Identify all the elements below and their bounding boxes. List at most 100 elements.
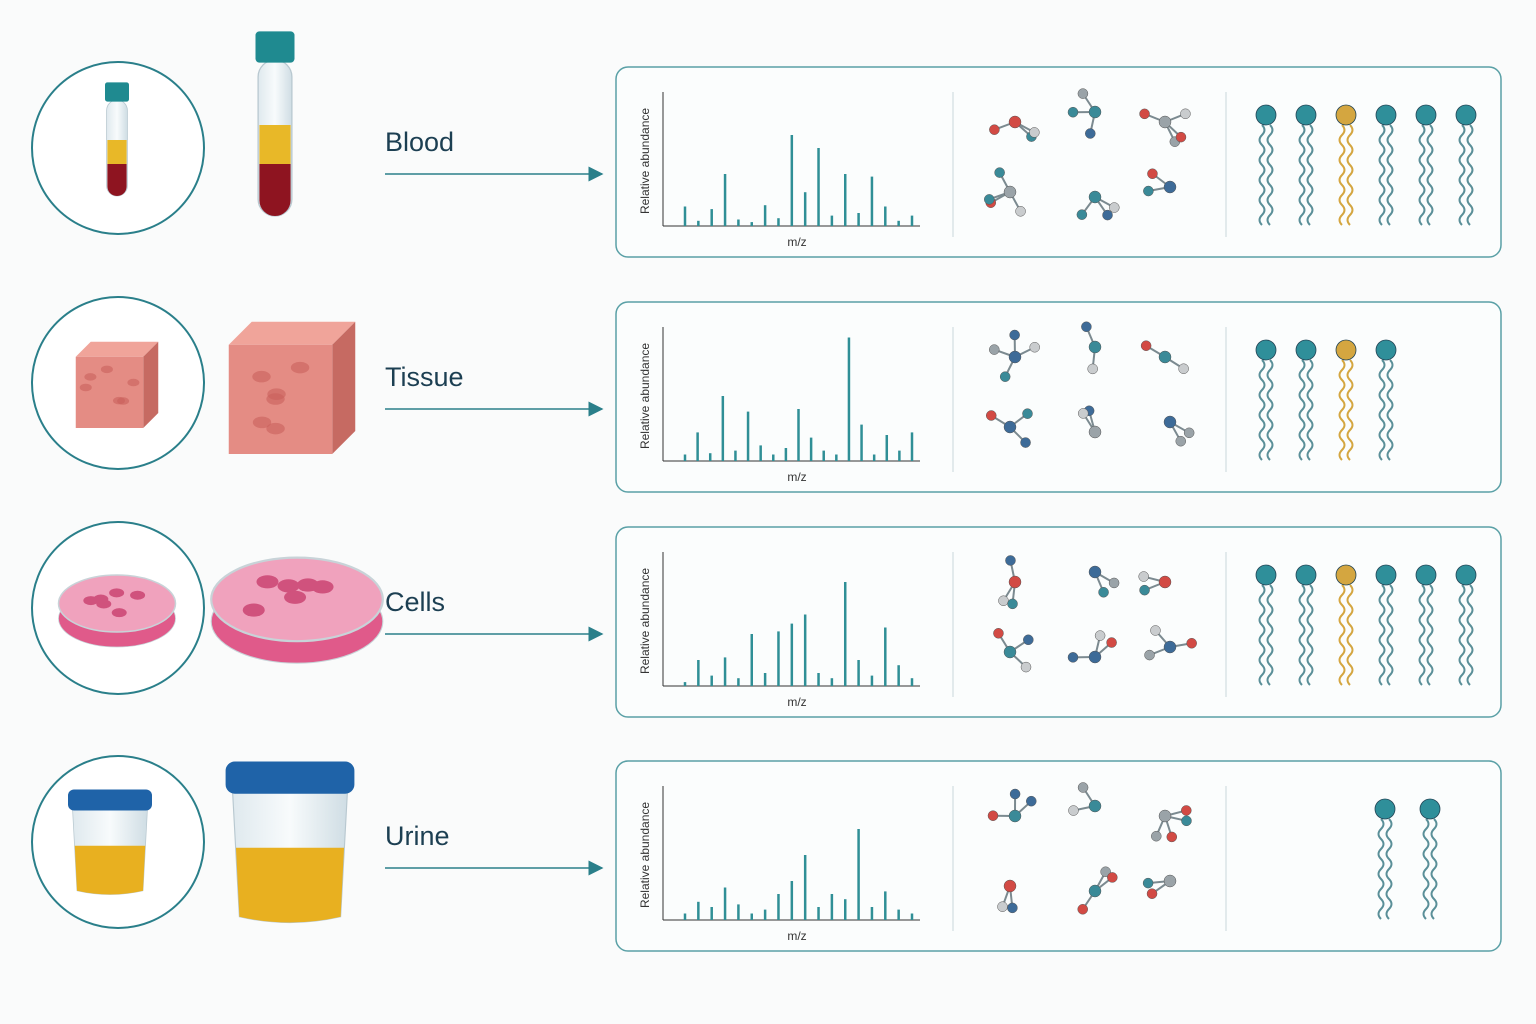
atom xyxy=(1015,206,1026,217)
atom xyxy=(1098,587,1109,598)
cell-patch xyxy=(111,608,127,618)
panel xyxy=(615,66,1502,258)
lipid-tail xyxy=(1346,584,1354,686)
atom xyxy=(1094,630,1106,641)
atom xyxy=(1067,106,1079,118)
lipid-tail xyxy=(1385,818,1393,920)
atom xyxy=(1026,795,1037,807)
lipid-tail xyxy=(1306,124,1314,226)
lipid-tail xyxy=(1422,818,1430,920)
atom xyxy=(1088,105,1102,119)
atom xyxy=(1009,788,1021,800)
atom xyxy=(1087,363,1098,375)
atom xyxy=(1008,809,1022,823)
cell-patch xyxy=(130,590,146,600)
lipid-tail xyxy=(1386,124,1394,226)
cell-patch xyxy=(296,578,319,592)
atom xyxy=(1023,634,1034,646)
lipid-tail xyxy=(1258,584,1266,686)
red-cells xyxy=(259,164,291,216)
atom xyxy=(1003,420,1017,434)
tube-cap xyxy=(105,82,129,102)
atom xyxy=(1076,209,1088,220)
atom xyxy=(1175,435,1187,447)
atom xyxy=(1163,415,1177,429)
atom xyxy=(1166,831,1178,843)
atom xyxy=(1077,88,1089,99)
lipid-tail xyxy=(1466,124,1474,226)
atom xyxy=(1077,904,1088,915)
plasma xyxy=(107,140,127,164)
lipid-head xyxy=(1415,564,1437,586)
blood-tube xyxy=(105,82,129,197)
x-axis-label: m/z xyxy=(787,929,806,943)
atom xyxy=(1022,408,1033,419)
atom xyxy=(1088,425,1102,439)
atom xyxy=(1158,350,1172,364)
lipid-tail xyxy=(1378,359,1386,461)
atom xyxy=(1003,879,1017,893)
atom xyxy=(1008,350,1022,364)
atom xyxy=(1100,866,1111,877)
atom xyxy=(1175,131,1187,143)
atom xyxy=(1146,888,1158,899)
cell-patch xyxy=(109,588,125,598)
cup-lid xyxy=(68,789,152,811)
urine-cup xyxy=(68,789,152,895)
lipid-head xyxy=(1375,104,1397,126)
lipid-tail xyxy=(1466,584,1474,686)
lipid-tail xyxy=(1458,584,1466,686)
atom xyxy=(1088,190,1102,204)
lipid-tail xyxy=(1298,359,1306,461)
panel xyxy=(615,760,1502,952)
atom xyxy=(1158,115,1172,129)
atom xyxy=(1067,652,1079,663)
atom xyxy=(1186,637,1197,649)
lipid-head xyxy=(1295,104,1317,126)
atom xyxy=(1138,571,1149,582)
atom xyxy=(1140,340,1152,351)
atom xyxy=(1163,874,1177,888)
atom xyxy=(1150,625,1161,636)
cube-side xyxy=(143,341,159,428)
atom xyxy=(1020,437,1031,448)
atom xyxy=(1158,575,1172,589)
cube-spot xyxy=(266,422,285,435)
petri-dish xyxy=(210,556,384,664)
cup-lid xyxy=(225,761,355,794)
x-axis-label: m/z xyxy=(787,470,806,484)
sample-label: Urine xyxy=(385,821,450,851)
atom xyxy=(993,628,1004,639)
sample-label: Tissue xyxy=(385,362,464,392)
panel xyxy=(615,526,1502,718)
atom xyxy=(1107,872,1118,883)
lipid-head xyxy=(1374,798,1396,820)
lipid-head xyxy=(1415,104,1437,126)
lipid-tail xyxy=(1418,584,1426,686)
atom xyxy=(1007,902,1018,914)
lipid-tail xyxy=(1338,124,1346,226)
lipid-tail xyxy=(1426,124,1434,226)
y-axis-label: Relative abundance xyxy=(638,802,652,908)
atom xyxy=(1088,799,1102,813)
atom xyxy=(1088,650,1102,664)
atom xyxy=(1007,598,1018,610)
cube-spot xyxy=(252,416,272,429)
lipid-tail xyxy=(1338,359,1346,461)
lipid-tail xyxy=(1298,584,1306,686)
lipid-tail xyxy=(1346,359,1354,461)
panel xyxy=(615,301,1502,493)
lipid-tail xyxy=(1258,359,1266,461)
x-axis-label: m/z xyxy=(787,695,806,709)
cell-patch xyxy=(242,603,265,617)
cube-side xyxy=(332,321,356,454)
atom xyxy=(1077,782,1089,793)
atom xyxy=(1003,185,1017,199)
cube-spot xyxy=(100,365,113,374)
lipid-head xyxy=(1295,339,1317,361)
cube-top xyxy=(228,321,356,345)
atom xyxy=(985,410,997,421)
atom xyxy=(994,167,1005,178)
atom xyxy=(1109,202,1120,213)
